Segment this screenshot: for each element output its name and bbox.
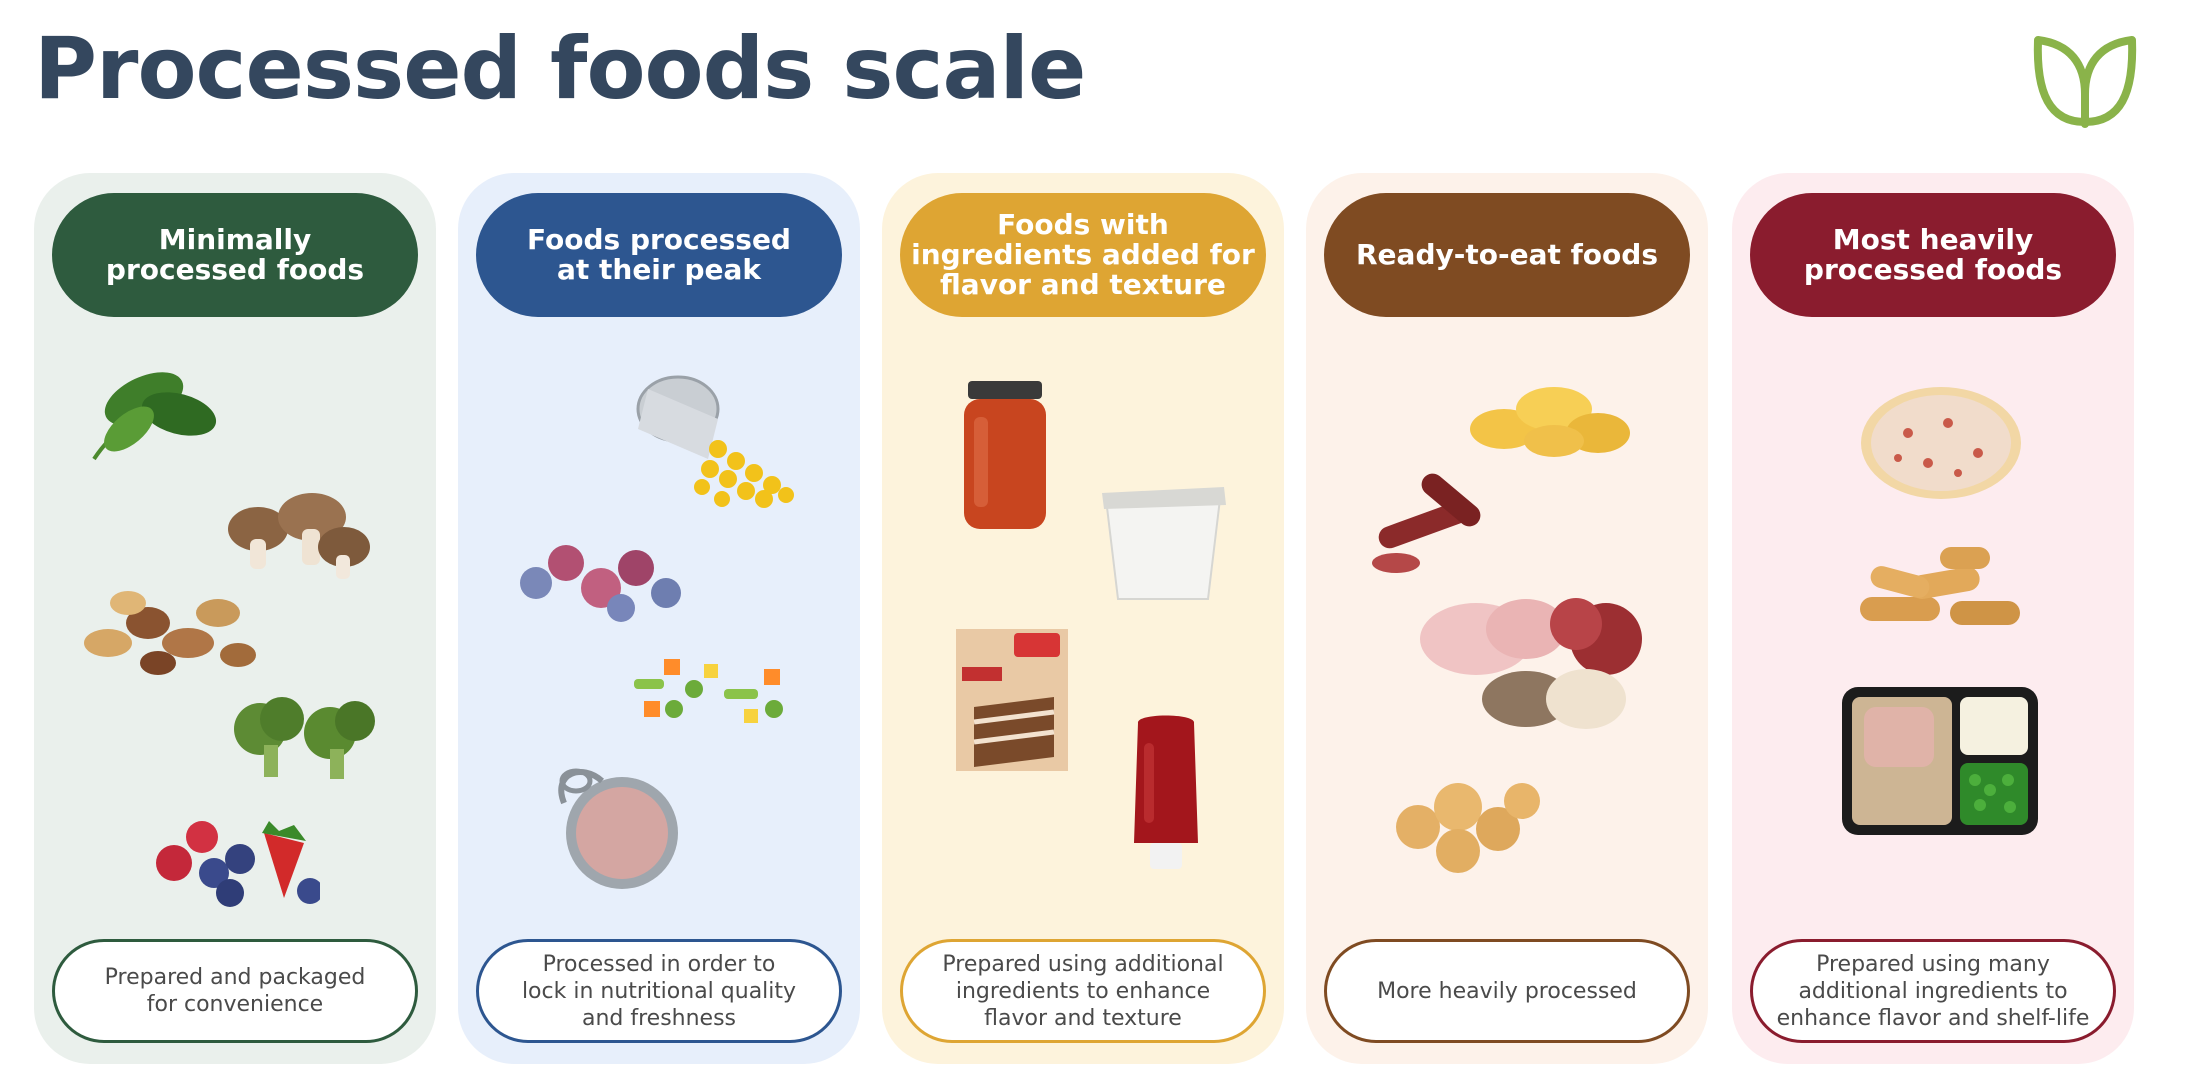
frozen-berries-icon <box>520 545 681 622</box>
tv-dinner-icon <box>1842 687 2038 835</box>
category-column-ready: Ready-to-eat foods More heavily processe… <box>1306 173 1708 1064</box>
yogurt-cup-icon <box>1102 487 1226 600</box>
cake-mix-box-icon <box>956 629 1068 771</box>
canned-corn-icon <box>636 375 794 508</box>
category-heading-heavy: Most heavily processed foods <box>1750 193 2116 317</box>
mushrooms-icon <box>228 493 370 579</box>
category-heading-peak: Foods processed at their peak <box>476 193 842 317</box>
category-heading-added: Foods with ingredients added for flavor … <box>900 193 1266 317</box>
nuts-icon <box>84 591 256 675</box>
frozen-vegetables-icon <box>634 659 783 723</box>
broccoli-icon <box>234 697 375 779</box>
category-heading-minimal: Minimally processed foods <box>52 193 418 317</box>
tomato-sauce-jar-icon <box>964 381 1046 529</box>
crackers-icon <box>1396 783 1540 873</box>
category-description-minimal: Prepared and packaged for convenience <box>52 939 418 1043</box>
category-description-ready: More heavily processed <box>1324 939 1690 1043</box>
category-column-heavy: Most heavily processed foods Prepared us… <box>1732 173 2134 1064</box>
page-title: Processed foods scale <box>34 19 1086 119</box>
deli-meats-icon <box>1420 598 1642 729</box>
category-column-minimal: Minimally processed foods Prepared and p… <box>34 173 436 1064</box>
category-column-added: Foods with ingredients added for flavor … <box>882 173 1284 1064</box>
category-description-heavy: Prepared using many additional ingredien… <box>1750 939 2116 1043</box>
canned-tuna-icon <box>558 768 678 889</box>
ketchup-bottle-icon <box>1134 715 1198 869</box>
berries-icon <box>156 821 320 907</box>
category-column-peak: Foods processed at their peak Processed … <box>458 173 860 1064</box>
category-description-peak: Processed in order to lock in nutritiona… <box>476 939 842 1043</box>
category-description-added: Prepared using additional ingredients to… <box>900 939 1266 1043</box>
chicken-nuggets-icon <box>1860 547 2020 625</box>
spinach-icon <box>92 372 217 461</box>
potato-chips-icon <box>1470 387 1630 457</box>
category-heading-ready: Ready-to-eat foods <box>1324 193 1690 317</box>
frozen-pizza-icon <box>1861 387 2021 499</box>
leaf-icon <box>2033 36 2137 128</box>
sausage-icon <box>1372 473 1481 573</box>
